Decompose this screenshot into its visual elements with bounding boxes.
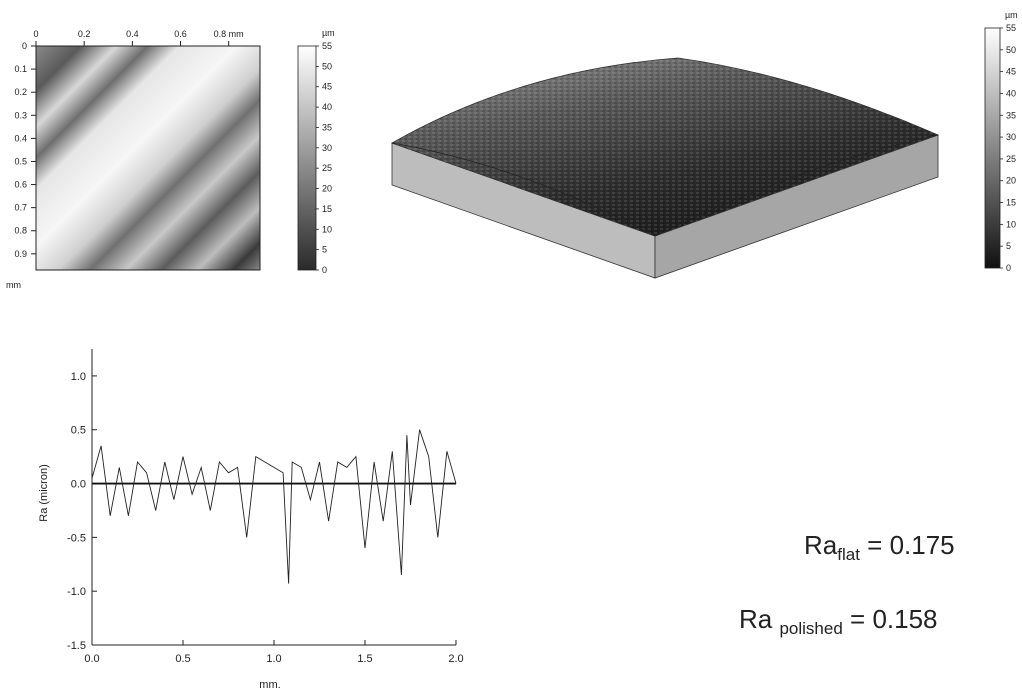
colorbar-tick-label: 55 bbox=[322, 41, 332, 51]
colorbar-tick-label: 20 bbox=[322, 184, 332, 194]
colorbar-tick-label: 35 bbox=[1006, 110, 1016, 120]
colorbar-tick-label: 30 bbox=[322, 143, 332, 153]
heatmap-y-tick-label: 0.6 bbox=[14, 180, 27, 190]
ra-flat-label: Raflat = 0.175 bbox=[804, 530, 955, 565]
line-chart-x-ticks: 0.0 0.5 1.0 1.5 2.0 bbox=[84, 640, 464, 665]
heatmap-y-tick-label: 0.2 bbox=[14, 87, 27, 97]
heatmap-panel: 0 0.2 0.4 0.6 0.8 mm 00.10.20.30.40.50.60.70… bbox=[6, 29, 261, 290]
line-chart-x-tick-label: 0.0 bbox=[84, 653, 99, 665]
heatmap-y-tick-label: 0.5 bbox=[14, 156, 27, 166]
colorbar-tick-label: 10 bbox=[322, 224, 332, 234]
line-chart-y-tick-label: -1.0 bbox=[67, 586, 86, 598]
surface-top-texture bbox=[392, 58, 938, 236]
colorbar-tick-label: 20 bbox=[1006, 176, 1016, 186]
colorbar-tick-label: 10 bbox=[1006, 219, 1016, 229]
colorbar-tick-label: 15 bbox=[322, 204, 332, 214]
heatmap-y-tick-label: 0.8 bbox=[14, 226, 27, 236]
ra-polished-value: = 0.158 bbox=[850, 604, 938, 634]
ra-polished-base: Ra bbox=[739, 604, 780, 634]
line-chart-xlabel: mm. bbox=[259, 679, 280, 691]
line-chart-y-tick-label: 0.0 bbox=[71, 479, 86, 491]
line-chart-x-tick-label: 1.5 bbox=[357, 653, 372, 665]
colorbar-tick-label: 5 bbox=[1006, 241, 1011, 251]
heatmap-image bbox=[36, 46, 260, 270]
line-chart-x-tick-label: 2.0 bbox=[448, 653, 463, 665]
heatmap-corner-unit: mm bbox=[6, 280, 21, 290]
heatmap-y-ticks: 0 0.1 0.2 0.3 0.4 0.5 0.6 0.7 0.8 0.9 bbox=[14, 41, 36, 259]
heatmap-x-tick-label: 0.4 bbox=[126, 29, 139, 39]
ra-profile-line bbox=[91, 429, 457, 584]
colorbar-2-bar bbox=[984, 27, 1001, 269]
colorbar-1-unit: µm bbox=[322, 28, 335, 38]
line-chart-ylabel: Ra (micron) bbox=[38, 464, 50, 521]
ra-flat-value: = 0.175 bbox=[867, 530, 955, 560]
heatmap-y-tick-label: 0.9 bbox=[14, 249, 27, 259]
colorbar-tick-label: 5 bbox=[322, 245, 327, 255]
line-chart-y-ticks: 1.0 0.5 0.0 -0.5 -1.0 -1.5 bbox=[67, 371, 97, 652]
heatmap-x-tick-label: 0 bbox=[33, 29, 38, 39]
line-chart-axes bbox=[91, 349, 456, 646]
heatmap-y-tick-label: 0.3 bbox=[14, 110, 27, 120]
heatmap-y-tick-label: 0 bbox=[22, 41, 27, 51]
colorbar-tick-label: 40 bbox=[322, 102, 332, 112]
colorbar-tick-label: 50 bbox=[1006, 45, 1016, 55]
colorbar-1-bar bbox=[297, 45, 317, 271]
colorbar-tick-label: 45 bbox=[1006, 67, 1016, 77]
colorbar-2-unit: µm bbox=[1005, 10, 1018, 20]
line-chart-x-tick-label: 1.0 bbox=[266, 653, 281, 665]
heatmap-y-tick-label: 0.4 bbox=[14, 133, 27, 143]
heatmap-y-tick-label: 0.7 bbox=[14, 203, 27, 213]
line-chart-y-tick-label: -1.5 bbox=[67, 640, 86, 652]
surface-3d-panel bbox=[391, 57, 940, 279]
colorbar-tick-label: 55 bbox=[1006, 23, 1016, 33]
line-chart-y-tick-label: 1.0 bbox=[71, 371, 86, 383]
line-chart: 0.0 0.5 1.0 1.5 2.0 1.0 0.5 0.0 -0.5 -1.0 -1.5 mm… bbox=[38, 349, 464, 691]
heatmap-x-tick-label: 0.6 bbox=[174, 29, 187, 39]
heatmap-frame bbox=[35, 45, 261, 271]
colorbar-tick-label: 15 bbox=[1006, 198, 1016, 208]
line-chart-x-tick-label: 0.5 bbox=[175, 653, 190, 665]
colorbar-tick-label: 35 bbox=[322, 122, 332, 132]
heatmap-x-tick-label: 0.2 bbox=[78, 29, 91, 39]
ra-flat-base: Ra bbox=[804, 530, 838, 560]
colorbar-tick-label: 50 bbox=[322, 61, 332, 71]
heatmap-x-tick-label: 0.8 mm bbox=[214, 29, 244, 39]
colorbar-tick-label: 30 bbox=[1006, 132, 1016, 142]
ra-flat-sub: flat bbox=[837, 545, 860, 564]
colorbar-tick-label: 45 bbox=[322, 82, 332, 92]
surface-front-curve bbox=[391, 142, 656, 237]
surface-right-curve bbox=[654, 134, 939, 237]
ra-polished-sub: polished bbox=[779, 619, 843, 638]
colorbar-tick-label: 40 bbox=[1006, 88, 1016, 98]
colorbar-tick-label: 25 bbox=[1006, 154, 1016, 164]
colorbar-tick-label: 25 bbox=[322, 163, 332, 173]
ra-polished-label: Ra polished = 0.158 bbox=[739, 604, 938, 639]
line-chart-y-tick-label: 0.5 bbox=[71, 425, 86, 437]
heatmap-x-ticks: 0 0.2 0.4 0.6 0.8 mm bbox=[33, 29, 244, 46]
colorbar-tick-label: 0 bbox=[1006, 263, 1011, 273]
heatmap-y-tick-label: 0.1 bbox=[14, 64, 27, 74]
line-chart-y-tick-label: -0.5 bbox=[67, 532, 86, 544]
colorbar-tick-label: 0 bbox=[322, 265, 327, 275]
